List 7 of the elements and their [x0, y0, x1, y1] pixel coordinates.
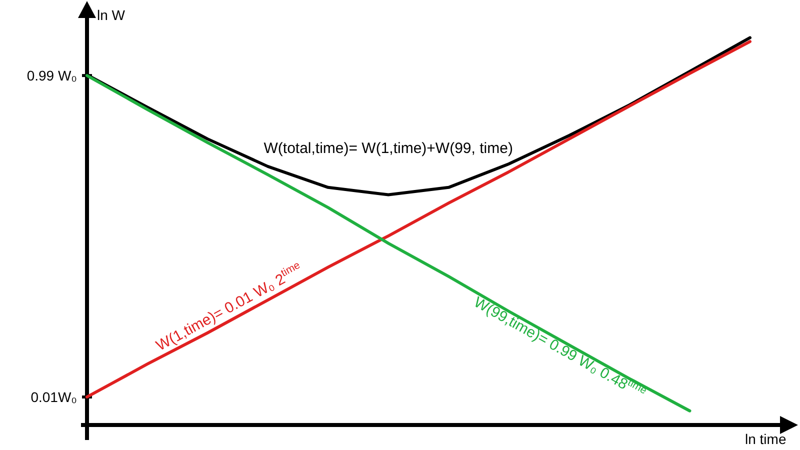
- y-tick-label: 0.99 W₀: [26, 67, 78, 84]
- line-series: [86, 74, 692, 412]
- x-axis-title: ln time: [745, 431, 786, 447]
- series-label: W(total,time)= W(1,time)+W(99, time): [264, 140, 513, 157]
- line-series: [86, 40, 752, 398]
- y-tick-label: 0.01W₀: [30, 388, 78, 405]
- y-axis-title: ln W: [97, 7, 126, 23]
